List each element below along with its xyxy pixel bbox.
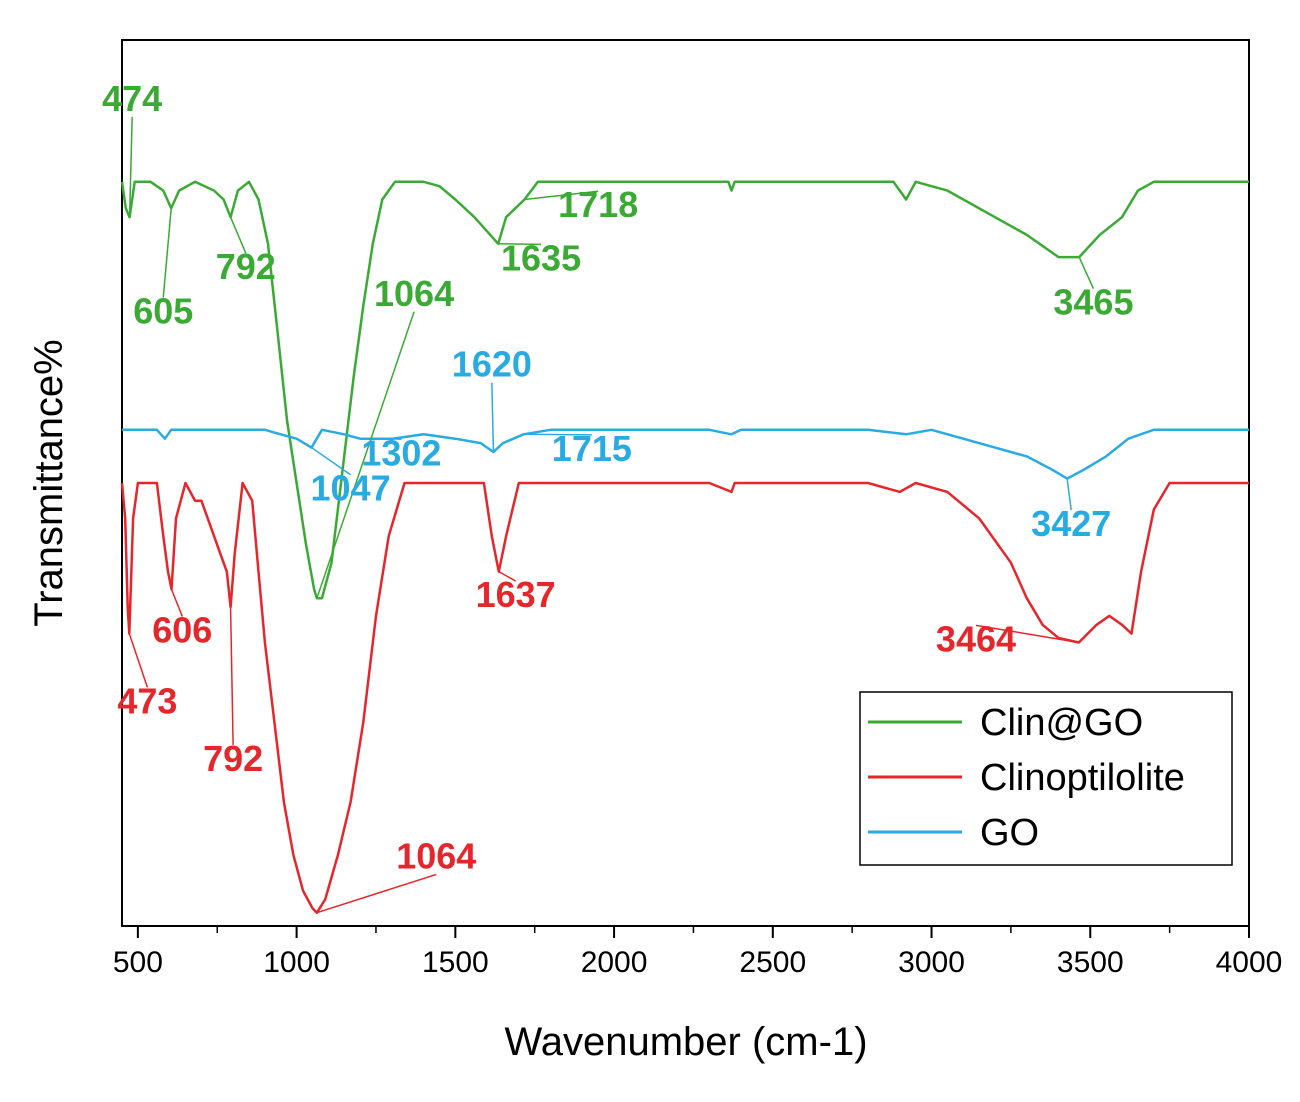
peak-leader-line — [498, 243, 542, 246]
peak-leader-line — [498, 570, 517, 582]
peak-label: 1715 — [552, 428, 632, 469]
x-tick-label: 2000 — [581, 946, 648, 979]
peak-label: 3464 — [936, 618, 1016, 659]
peak-leader-line — [1078, 256, 1095, 289]
peak-leader-line — [128, 116, 133, 218]
peak-label: 473 — [117, 680, 177, 721]
series-layer — [120, 180, 1249, 914]
legend-label: Clin@GO — [980, 702, 1143, 744]
peak-label: 3465 — [1053, 282, 1133, 323]
peak-label: 606 — [152, 609, 212, 650]
peak-leader-line — [316, 873, 437, 914]
peak-leader-line — [1066, 478, 1072, 511]
y-axis-label: Transmittance% — [27, 339, 71, 627]
series-line-go — [122, 428, 1249, 480]
x-tick-label: 500 — [113, 946, 163, 979]
x-tick-label: 1000 — [263, 946, 330, 979]
peak-leader-line — [229, 216, 247, 254]
peak-label: 1620 — [452, 344, 532, 385]
x-axis-label: Wavenumber (cm-1) — [504, 1020, 867, 1064]
series-line-clinoptilolite — [120, 481, 1249, 914]
peak-label: 1637 — [476, 574, 556, 615]
peak-label: 1064 — [374, 273, 454, 314]
peak-leader-line — [316, 311, 415, 599]
peak-label: 1718 — [558, 184, 638, 225]
peak-leader-line — [975, 624, 1079, 644]
peak-label: 474 — [102, 78, 162, 119]
legend-label: Clinoptilolite — [980, 757, 1185, 799]
peak-label: 3427 — [1031, 503, 1111, 544]
series-line-clin-go — [120, 180, 1249, 600]
peak-leader-line — [128, 633, 149, 688]
legend-label: GO — [980, 812, 1039, 854]
x-tick-label: 3000 — [898, 946, 965, 979]
peak-leader-line — [162, 208, 172, 298]
x-tick-label: 3500 — [1057, 946, 1124, 979]
peak-leader-line — [523, 433, 592, 436]
x-tick-label: 2500 — [739, 946, 806, 979]
peak-leader-line — [392, 437, 402, 441]
peak-leader-line — [311, 446, 352, 476]
peak-label: 792 — [216, 246, 276, 287]
peak-label: 605 — [133, 291, 193, 332]
peak-leader-line — [229, 607, 234, 745]
x-tick-label: 1500 — [422, 946, 489, 979]
peak-label: 1302 — [361, 432, 441, 473]
x-tick-label: 4000 — [1216, 946, 1283, 979]
peak-label: 1635 — [501, 237, 581, 278]
peak-leader-line — [491, 382, 495, 453]
peak-label: 1047 — [311, 468, 391, 509]
peak-label: 792 — [203, 738, 263, 779]
legend: Clin@GO Clinoptilolite GO — [859, 691, 1233, 866]
x-axis-ticks: 500 1000 1500 2000 2500 3000 3500 4000 — [113, 926, 1283, 979]
peak-leader-line — [524, 190, 599, 201]
peak-label: 1064 — [396, 835, 476, 876]
peak-leader-line — [170, 589, 184, 617]
